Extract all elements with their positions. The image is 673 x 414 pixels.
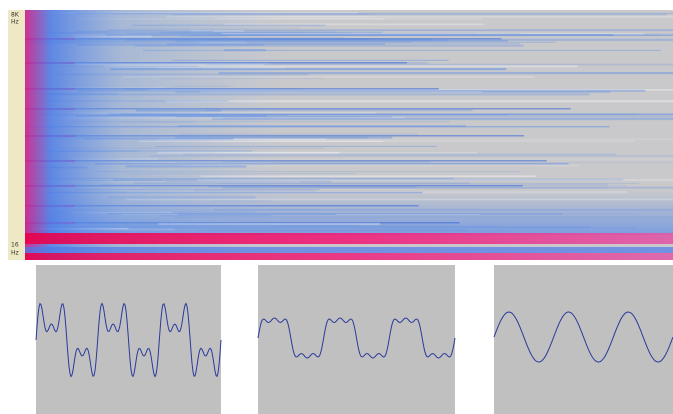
top-label-unit: Hz: [11, 19, 19, 26]
band: [25, 253, 673, 260]
top-label: 8K: [11, 12, 20, 19]
screen: 8K Hz 16 Hz: [0, 0, 673, 414]
freq-scale: [8, 10, 25, 260]
edge: [25, 10, 673, 260]
wave-panel: [494, 265, 673, 414]
spectrogram: [25, 10, 673, 260]
band: [25, 247, 673, 253]
bottom-label: 16: [11, 242, 19, 249]
band: [25, 233, 673, 244]
bottom-label-unit: Hz: [11, 250, 19, 257]
